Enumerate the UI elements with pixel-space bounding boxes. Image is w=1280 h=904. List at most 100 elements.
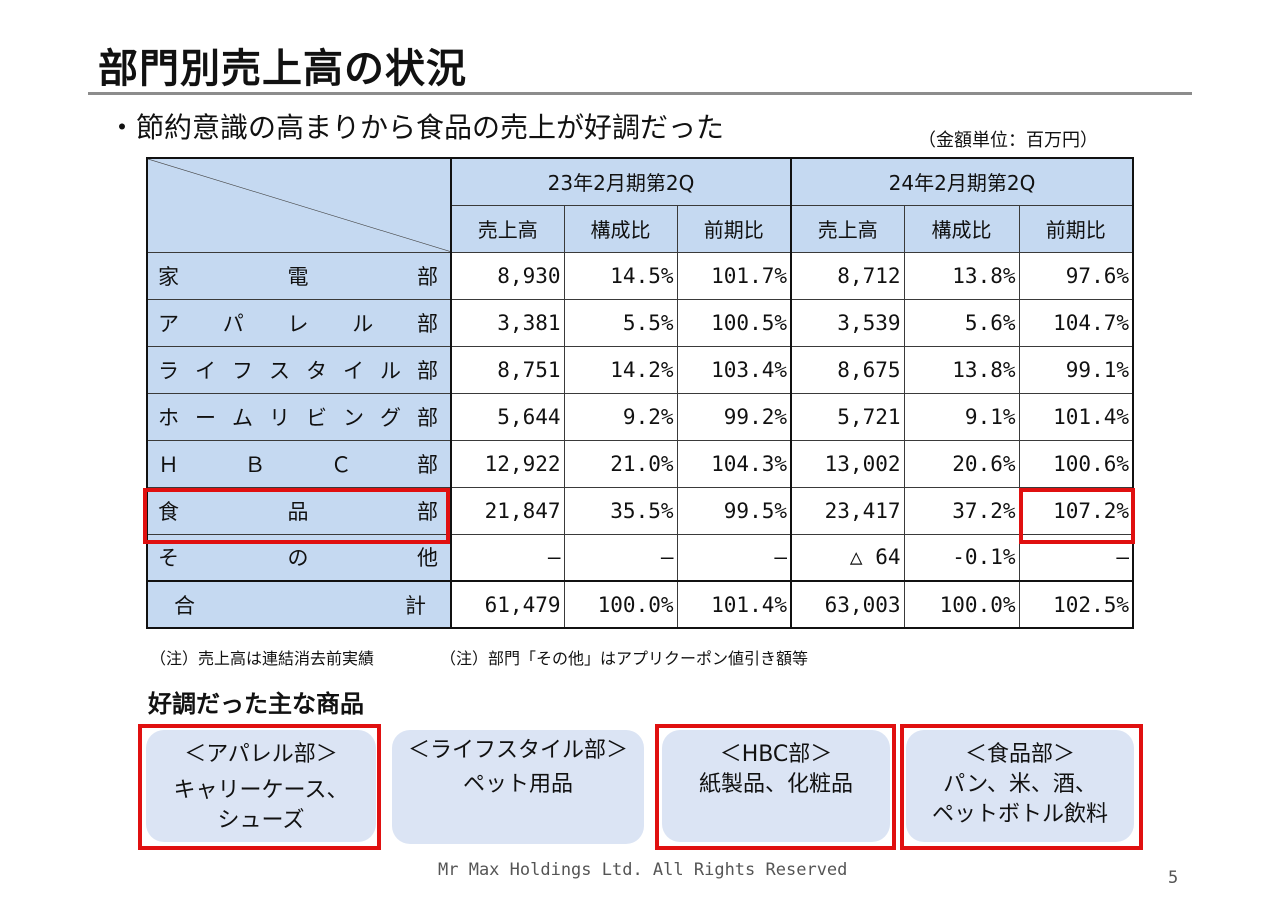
product-card-lifestyle: ＜ライフスタイル部＞ ペット用品 (392, 730, 644, 844)
highlight-food-dept (143, 488, 450, 544)
value-cell: 14.5% (563, 251, 678, 300)
dept-cell: 家電部 (146, 251, 452, 300)
value-cell: 5.5% (563, 298, 678, 347)
value-cell: 13.8% (903, 345, 1020, 394)
table-total-row: 合計 61,479 100.0% 101.4% 63,003 100.0% 102.5% (146, 580, 1134, 629)
value-cell: — (676, 533, 792, 582)
dept-char: ホ (158, 405, 179, 430)
page-title: 部門別売上高の状況 (98, 46, 467, 92)
value-cell: 61,479 (450, 580, 565, 629)
value-cell: △ 64 (790, 533, 905, 582)
dept-char: の (287, 546, 309, 571)
product-line: キャリーケース、 (173, 778, 349, 803)
period-header-fy23: 23年2月期第2Q (450, 157, 792, 206)
dept-char: 食 (158, 499, 179, 524)
value-cell: 3,539 (790, 298, 905, 347)
table-row: 食 品 部 21,847 35.5% 99.5% 23,417 37.2% 107.2% (146, 486, 1134, 535)
product-card-food: ＜食品部＞ パン、米、酒、 ペットボトル飲料 (906, 730, 1134, 842)
dept-char: 家 (158, 264, 179, 289)
value-cell: 101.4% (1018, 392, 1134, 441)
product-card-hbc: ＜HBC部＞ 紙製品、化粧品 (662, 730, 890, 842)
note-sales-basis: （注）売上高は連結消去前実績 (150, 649, 375, 668)
highlight-food-yoy (1019, 488, 1135, 544)
dept-char: フ (232, 358, 253, 383)
value-cell: 100.6% (1018, 439, 1134, 488)
value-cell: 5,721 (790, 392, 905, 441)
dept-char: Ｂ (244, 452, 266, 477)
dept-cell: ホームリビング部 (146, 392, 452, 441)
copyright-footer: Mr Max Holdings Ltd. All Rights Reserved (438, 860, 848, 880)
value-cell: 100.5% (676, 298, 792, 347)
value-cell: 9.2% (563, 392, 678, 441)
value-cell: 13,002 (790, 439, 905, 488)
product-dept: ＜ライフスタイル部＞ (407, 738, 628, 763)
dept-char: 計 (405, 593, 426, 618)
dept-cell: ライフスタイル部 (146, 345, 452, 394)
dept-char: ス (269, 358, 290, 383)
products-heading: 好調だった主な商品 (148, 690, 364, 718)
dept-char: リ (269, 405, 290, 430)
product-line: ペットボトル飲料 (931, 802, 1108, 827)
dept-char: ン (343, 405, 364, 430)
value-cell: 101.4% (676, 580, 792, 629)
value-cell: — (563, 533, 678, 582)
corner-diagonal (148, 159, 450, 252)
value-cell: 104.3% (676, 439, 792, 488)
table-corner (146, 157, 452, 253)
dept-char: 部 (417, 358, 438, 383)
product-line: ペット用品 (462, 772, 573, 797)
value-cell: 9.1% (903, 392, 1020, 441)
value-cell: 5,644 (450, 392, 565, 441)
product-line: 紙製品、化粧品 (698, 772, 853, 797)
dept-char: Ｈ (158, 452, 179, 477)
product-line: パン、米、酒、 (943, 772, 1097, 797)
col-header-sales-24: 売上高 (790, 204, 905, 253)
highlight-card-food (900, 724, 1143, 850)
note-other-dept: （注）部門「その他」はアプリクーポン値引き額等 (440, 649, 809, 668)
value-cell: 104.7% (1018, 298, 1134, 347)
col-header-yoy-23: 前期比 (676, 204, 792, 253)
dept-cell: アパレル部 (146, 298, 452, 347)
value-cell: 20.6% (903, 439, 1020, 488)
dept-char: ア (158, 311, 179, 336)
value-cell: 99.2% (676, 392, 792, 441)
unit-note: （金額単位：百万円） (918, 130, 1098, 151)
value-cell: 21.0% (563, 439, 678, 488)
dept-char: ラ (158, 358, 179, 383)
product-dept: ＜HBC部＞ (719, 742, 833, 767)
dept-char: 部 (417, 405, 438, 430)
dept-char: ビ (306, 405, 327, 430)
table-row: ライフスタイル部 8,751 14.2% 103.4% 8,675 13.8% 99.1% (146, 345, 1134, 394)
value-cell: 97.6% (1018, 251, 1134, 300)
value-cell: 13.8% (903, 251, 1020, 300)
dept-char: ル (380, 358, 401, 383)
title-divider (88, 92, 1192, 95)
page-number: 5 (1168, 868, 1179, 888)
dept-char: 品 (287, 499, 309, 524)
period-header-fy24: 24年2月期第2Q (790, 157, 1134, 206)
dept-char: イ (343, 358, 364, 383)
highlight-card-hbc (655, 724, 896, 850)
product-line: シューズ (217, 808, 305, 833)
dept-char: グ (380, 405, 401, 430)
product-dept: ＜食品部＞ (964, 742, 1075, 767)
value-cell: 8,675 (790, 345, 905, 394)
dept-char: 電 (287, 264, 309, 289)
col-header-ratio-24: 構成比 (903, 204, 1020, 253)
dept-char: 部 (417, 264, 438, 289)
dept-cell: 合計 (146, 580, 452, 629)
col-header-yoy-24: 前期比 (1018, 204, 1134, 253)
value-cell: 63,003 (790, 580, 905, 629)
table-row: 家 電 部 8,930 14.5% 101.7% 8,712 13.8% 97.6% (146, 251, 1134, 300)
dept-char: 部 (416, 452, 438, 477)
dept-char: 合 (174, 593, 195, 618)
value-cell: 8,751 (450, 345, 565, 394)
col-header-ratio-23: 構成比 (563, 204, 678, 253)
value-cell: 14.2% (563, 345, 678, 394)
dept-char: ー (195, 405, 216, 430)
sales-table: 23年2月期第2Q 24年2月期第2Q 売上高 構成比 前期比 売上高 構成比 … (146, 157, 1134, 629)
value-cell: 99.5% (676, 486, 792, 535)
dept-char: ム (232, 405, 253, 430)
dept-char: パ (222, 311, 244, 336)
value-cell: 100.0% (903, 580, 1020, 629)
